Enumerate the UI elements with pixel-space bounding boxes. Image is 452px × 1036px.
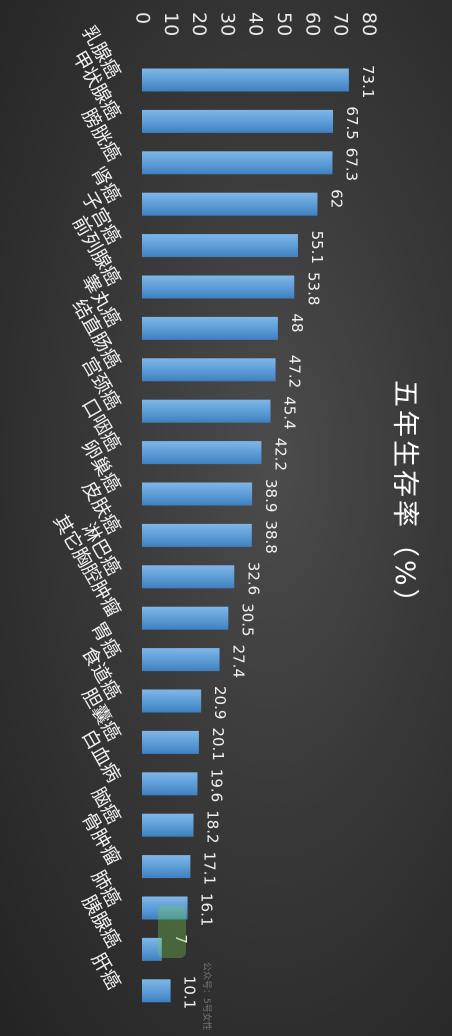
watermark-text: 公众号：5号女性: [201, 962, 211, 1031]
axis-tick-label: 60: [301, 12, 323, 36]
data-label: 62: [327, 189, 345, 208]
axis-tick-label: 0: [132, 12, 154, 24]
chart-title: 五年生存率（%）: [389, 380, 420, 619]
data-label: 53.8: [304, 272, 322, 305]
data-label: 17.1: [200, 852, 218, 885]
data-label: 67.3: [342, 148, 360, 181]
axis-tick-label: 80: [358, 12, 380, 36]
data-label: 32.6: [244, 562, 262, 595]
bar: [142, 689, 202, 713]
bar: [142, 730, 199, 754]
axis-tick-label: 40: [245, 12, 267, 36]
data-label: 42.2: [271, 438, 289, 471]
bar: [142, 896, 188, 920]
bar: [142, 399, 271, 423]
bar: [142, 234, 298, 258]
bar: [142, 648, 220, 672]
bar: [142, 606, 229, 630]
axis-tick-label: 50: [273, 12, 295, 36]
bar: [142, 523, 252, 547]
bar: [142, 979, 171, 1003]
bar: [142, 358, 276, 382]
data-label: 27.4: [230, 645, 248, 678]
data-label: 38.9: [262, 479, 280, 512]
data-label: 55.1: [308, 231, 326, 264]
bar: [142, 192, 318, 216]
bar: [142, 441, 262, 465]
data-label: 10.1: [181, 976, 199, 1009]
bar: [142, 316, 278, 340]
category-label: 肝癌: [87, 949, 125, 993]
bar: [142, 482, 253, 506]
bar: [142, 275, 295, 299]
bar: [142, 109, 334, 133]
axis-tick-label: 30: [216, 12, 238, 36]
bar: [142, 855, 191, 879]
data-label: 48: [288, 313, 306, 332]
data-label: 47.2: [286, 355, 304, 388]
data-label: 20.1: [209, 727, 227, 760]
bar: [142, 151, 333, 175]
data-label: 19.6: [207, 769, 225, 802]
bar: [142, 565, 235, 589]
data-label: 67.5: [343, 106, 361, 139]
data-label: 30.5: [238, 603, 256, 636]
axis-tick-label: 70: [330, 12, 352, 36]
data-label: 38.8: [262, 520, 280, 553]
data-label: 45.4: [280, 396, 298, 429]
bar: [142, 772, 198, 796]
data-label: 73.1: [359, 65, 377, 98]
data-label: 20.9: [211, 686, 229, 719]
bar: [142, 68, 349, 92]
data-label: 16.1: [198, 893, 216, 926]
watermark-logo: [158, 906, 186, 958]
bar: [142, 937, 162, 961]
data-label: 18.2: [204, 810, 222, 843]
axis-tick-label: 20: [188, 12, 210, 36]
bar: [142, 813, 194, 837]
data-label: 7: [172, 934, 190, 944]
axis-tick-label: 10: [160, 12, 182, 36]
